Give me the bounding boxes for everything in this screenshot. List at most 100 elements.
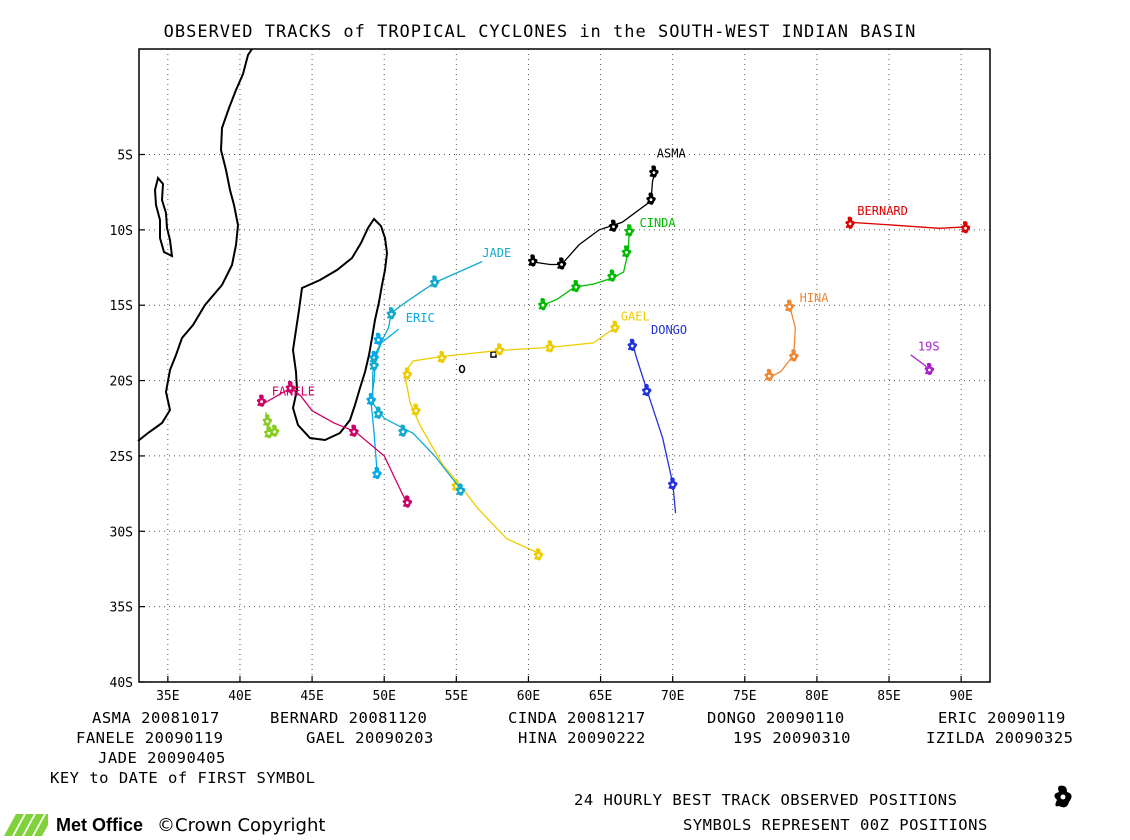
lon-tick-label: 45E [300,689,323,704]
lat-tick-label: 20S [110,375,133,390]
storm-label: JADE [482,246,511,260]
lat-tick-label: 15S [110,299,133,314]
cyclone-symbol-icon [256,394,267,407]
track-asma: ASMA [528,147,686,270]
cyclone-symbol-icon [784,299,795,312]
cyclone-symbol-icon [437,350,447,364]
cyclone-symbol-icon [285,380,296,394]
track-jade: JADE [369,246,511,496]
lat-tick-label: 10S [110,224,133,239]
cyclone-symbol-icon [411,403,421,416]
storm-label: ERIC [406,311,435,325]
lon-tick-label: 75E [733,689,756,704]
cyclone-symbol-icon [269,424,280,437]
cyclone-symbol-icon [960,221,971,234]
cyclone-symbol-icon [366,393,376,406]
lat-tick-label: 35S [110,601,133,616]
cyclone-symbol-icon [533,548,544,561]
lon-tick-label: 85E [877,689,900,704]
cyclone-symbol-icon [627,338,638,352]
met-office-logo: Met Office ©Crown Copyright [4,810,325,840]
cyclone-symbol-icon [764,368,775,382]
key-row-2-col-3: HINA 20090222 [518,729,646,747]
cyclone-symbol-icon [369,358,379,371]
land-outlines [137,48,497,442]
cyclone-symbol-icon [494,343,505,356]
cyclone-symbol-icon [556,257,567,270]
cyclone-symbol-icon [402,367,413,380]
storm-label: HINA [800,291,830,305]
lon-tick-label: 90E [949,689,972,704]
key-row-2-col-4: 19S 20090310 [733,729,851,747]
track-hina: HINA [764,291,830,382]
lat-tick-label: 25S [110,450,133,465]
met-office-stripes-icon [4,814,48,836]
track-line [850,221,967,229]
track-fanele: FANELE [256,380,413,508]
lon-tick-label: 40E [228,689,251,704]
lon-tick-label: 65E [589,689,612,704]
lat-tick-label: 30S [110,525,133,540]
storm-label: CINDA [640,216,677,230]
cyclone-symbol-icon [349,424,359,437]
key-row-1-col-2: BERNARD 20081120 [270,709,428,727]
cyclone-symbol-icon [398,424,408,437]
track-gael: GAEL [402,309,650,561]
lon-tick-label: 60E [517,689,540,704]
key-row-1-col-1: ASMA 20081017 [92,709,220,727]
lon-tick-label: 70E [661,689,684,704]
footer-line-2: SYMBOLS REPRESENT 00Z POSITIONS [683,816,988,834]
track-izilda [262,412,280,439]
cyclone-symbol-icon [372,466,382,480]
track-line [768,305,796,379]
cyclone-symbol-icon [667,477,678,490]
key-note: KEY to DATE of FIRST SYMBOL [50,769,316,787]
cyclone-symbol-icon [1054,785,1072,808]
track-dongo: DONGO [627,323,687,514]
cyclone-symbol-icon [649,165,659,178]
storm-label: FANELE [272,385,315,399]
cyclone-symbol-icon [608,219,619,232]
cyclone-symbol-icon [646,192,656,205]
grid-lines [139,49,990,683]
storm-label: DONGO [651,323,687,337]
plot-frame [138,48,991,683]
cyclone-symbol-icon [373,406,384,419]
lat-tick-label: 40S [110,676,133,691]
track-eric: ERIC [366,311,435,480]
key-row-2-col-1: FANELE 20090119 [76,729,224,747]
axis-ticks: 35E 40E 45E 50E 55E 60E 65E 70E 75E 80E 85E 90E 5S 10… [110,149,973,705]
lon-tick-label: 50E [372,689,395,704]
cyclone-symbol-icon [386,307,397,320]
lon-tick-label: 35E [156,689,179,704]
track-line [542,229,631,306]
cyclone-symbol-icon [455,483,466,496]
track-cinda: CINDA [538,216,676,311]
cyclone-symbol-icon [621,245,632,258]
track-line [372,260,483,490]
copyright-icon: © [157,814,176,836]
africa-coastline [137,48,253,442]
storm-label: BERNARD [857,204,908,218]
track-line [529,169,657,266]
cyclone-symbol-icon [571,279,581,293]
cyclone-symbol-icon [607,269,617,282]
footer-line-1: 24 HOURLY BEST TRACK OBSERVED POSITIONS [574,791,958,809]
key-row-2-col-2: GAEL 20090203 [306,729,434,747]
storm-label: GAEL [621,309,650,323]
cyclone-symbol-icon [262,414,273,427]
key-row-3-col-1: JADE 20090405 [98,749,226,767]
lon-tick-label: 80E [805,689,828,704]
map-title: OBSERVED TRACKS of TROPICAL CYCLONES in … [163,22,917,42]
storm-label: ASMA [657,147,687,161]
cyclone-symbol-icon [528,254,538,267]
cyclone-symbol-icon [641,383,652,397]
track-bernard: BERNARD [845,204,971,234]
cyclone-symbol-icon [545,340,555,353]
reunion-island [458,364,466,374]
cyclone-symbol-icon [610,320,620,333]
key-row-1-col-5: ERIC 20090119 [938,709,1066,727]
cyclone-symbol-icon [789,349,799,362]
madagascar-coastline [291,217,389,442]
